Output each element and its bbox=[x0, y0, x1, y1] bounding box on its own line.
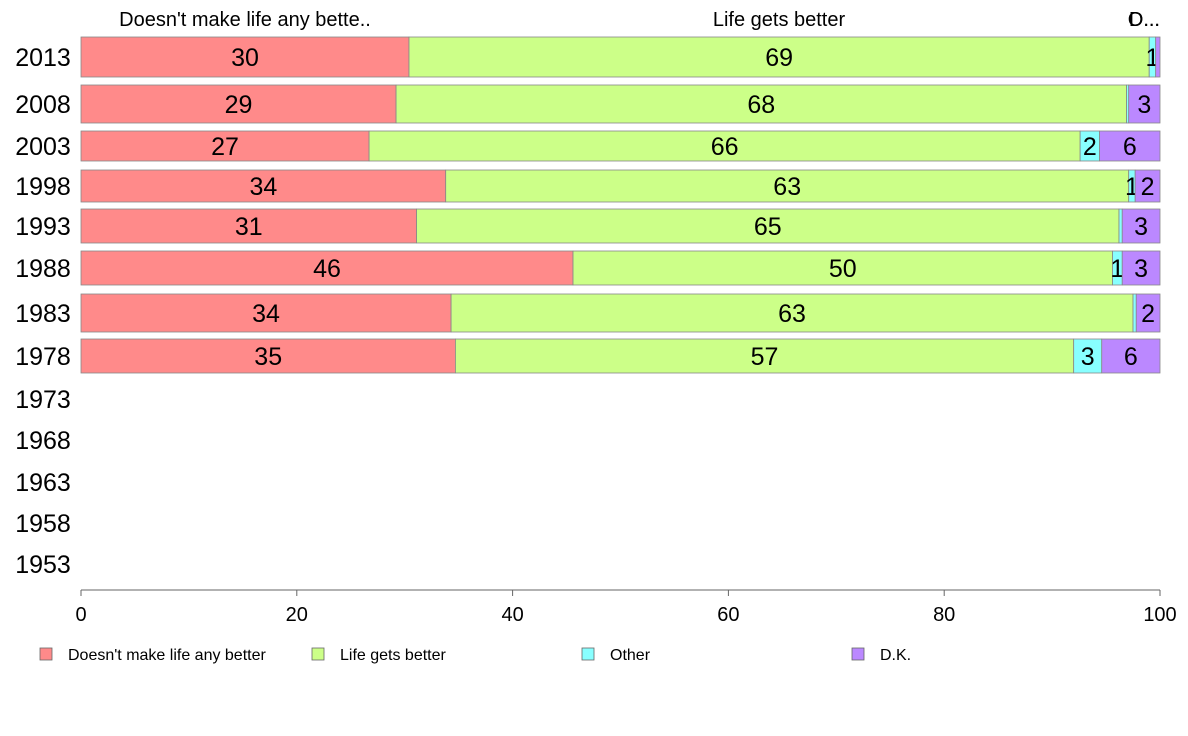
bar-2003-series-0 bbox=[80, 130, 370, 162]
bar-label-1983-series-1: 63 bbox=[778, 300, 806, 328]
bar-label-1978-series-2: 3 bbox=[1081, 343, 1095, 371]
bar-1988-series-1 bbox=[572, 250, 1113, 286]
x-tick-label-80: 80 bbox=[933, 604, 955, 626]
bar-label-2008-series-0: 29 bbox=[225, 91, 253, 119]
bar-label-2008-series-1: 68 bbox=[747, 91, 775, 119]
bars-group: 30 69 129 68 327 66 2 634 63 1 231 65 346 50 1 334 63 235… bbox=[80, 36, 1161, 374]
bar-1978-series-1 bbox=[455, 338, 1075, 374]
bar-label-1998-series-1: 63 bbox=[773, 173, 801, 201]
top-label-1: Life gets better bbox=[713, 9, 846, 31]
bar-1978-series-3 bbox=[1101, 338, 1161, 374]
bar-label-2003-series-0: 27 bbox=[211, 133, 239, 161]
year-label-1968: 1968 bbox=[15, 427, 71, 455]
bar-label-1988-series-2: 1 bbox=[1110, 255, 1124, 283]
bar-1998-series-0 bbox=[80, 169, 447, 203]
legend-label-3: D.K. bbox=[880, 647, 911, 664]
legend: Doesn't make life any better Life gets be… bbox=[39, 647, 911, 664]
x-tick-label-40: 40 bbox=[501, 604, 523, 626]
bar-1993-series-2 bbox=[1118, 208, 1123, 244]
legend-label-1: Life gets better bbox=[340, 647, 447, 664]
bar-label-1993-series-0: 31 bbox=[235, 213, 263, 241]
legend-swatch-3 bbox=[851, 647, 865, 661]
bar-label-1993-series-3: 3 bbox=[1134, 213, 1148, 241]
legend-swatch-2 bbox=[581, 647, 595, 661]
x-axis: 0 20 40 60 80 100 bbox=[75, 589, 1177, 626]
bar-1988-series-0 bbox=[80, 250, 574, 286]
top-labels-group: Doesn't make life any bette.. Life gets b… bbox=[119, 9, 1160, 31]
year-label-2013: 2013 bbox=[15, 44, 71, 72]
year-label-1978: 1978 bbox=[15, 343, 71, 371]
bar-label-1983-series-3: 2 bbox=[1141, 300, 1155, 328]
bar-label-1978-series-3: 6 bbox=[1124, 343, 1138, 371]
bar-label-1983-series-0: 34 bbox=[252, 300, 280, 328]
bar-1978-series-0 bbox=[80, 338, 456, 374]
year-label-1988: 1988 bbox=[15, 255, 71, 283]
year-label-1958: 1958 bbox=[15, 510, 71, 538]
bar-2013-series-0 bbox=[80, 36, 410, 78]
x-tick-label-60: 60 bbox=[717, 604, 739, 626]
legend-swatch-1 bbox=[311, 647, 325, 661]
bar-1983-series-1 bbox=[450, 293, 1134, 333]
year-label-1993: 1993 bbox=[15, 213, 71, 241]
bar-label-1998-series-0: 34 bbox=[249, 173, 277, 201]
year-label-1973: 1973 bbox=[15, 386, 71, 414]
bar-2013-series-3 bbox=[1155, 36, 1161, 78]
bar-label-1993-series-1: 65 bbox=[754, 213, 782, 241]
bar-label-1988-series-1: 50 bbox=[829, 255, 857, 283]
bar-label-1988-series-3: 3 bbox=[1134, 255, 1148, 283]
bar-1978-series-2 bbox=[1073, 338, 1103, 374]
bar-1983-series-3 bbox=[1135, 293, 1161, 333]
top-label-3: D... bbox=[1129, 9, 1160, 31]
bar-label-1988-series-0: 46 bbox=[313, 255, 341, 283]
bar-2003-series-1 bbox=[368, 130, 1081, 162]
bar-label-1978-series-1: 57 bbox=[751, 343, 779, 371]
top-label-2: O... bbox=[1128, 9, 1160, 31]
top-label-0: Doesn't make life any bette.. bbox=[119, 9, 371, 31]
x-tick-label-0: 0 bbox=[75, 604, 86, 626]
bar-2008-series-3 bbox=[1128, 84, 1161, 124]
x-tick-label-20: 20 bbox=[286, 604, 308, 626]
bar-1993-series-3 bbox=[1121, 208, 1161, 244]
bar-label-2013-series-0: 30 bbox=[231, 44, 259, 72]
bar-1993-series-0 bbox=[80, 208, 417, 244]
bar-1983-series-2 bbox=[1132, 293, 1137, 333]
year-label-1983: 1983 bbox=[15, 300, 71, 328]
legend-label-0: Doesn't make life any better bbox=[68, 647, 266, 664]
year-labels-group: 2013 2008 2003 1998 1993 1988 1983 1978 1973 1968… bbox=[15, 44, 71, 579]
bar-1998-series-3 bbox=[1134, 169, 1161, 203]
year-label-2003: 2003 bbox=[15, 133, 71, 161]
year-label-1998: 1998 bbox=[15, 173, 71, 201]
year-label-1963: 1963 bbox=[15, 469, 71, 497]
bar-label-2003-series-1: 66 bbox=[711, 133, 739, 161]
bar-2013-series-1 bbox=[408, 36, 1150, 78]
bar-1993-series-1 bbox=[416, 208, 1120, 244]
bar-label-1998-series-3: 2 bbox=[1141, 173, 1155, 201]
bar-label-2013-series-1: 69 bbox=[765, 44, 793, 72]
year-label-2008: 2008 bbox=[15, 91, 71, 119]
bar-label-2003-series-2: 2 bbox=[1083, 133, 1097, 161]
bar-label-2003-series-3: 6 bbox=[1123, 133, 1137, 161]
legend-label-2: Other bbox=[610, 647, 651, 664]
bar-label-2008-series-3: 3 bbox=[1137, 91, 1151, 119]
bar-1988-series-3 bbox=[1121, 250, 1161, 286]
bar-2008-series-0 bbox=[80, 84, 397, 124]
legend-swatch-0 bbox=[39, 647, 53, 661]
x-tick-label-100: 100 bbox=[1143, 604, 1176, 626]
bar-2008-series-1 bbox=[395, 84, 1127, 124]
bar-label-1978-series-0: 35 bbox=[254, 343, 282, 371]
year-label-1953: 1953 bbox=[15, 551, 71, 579]
bar-2003-series-3 bbox=[1099, 130, 1161, 162]
